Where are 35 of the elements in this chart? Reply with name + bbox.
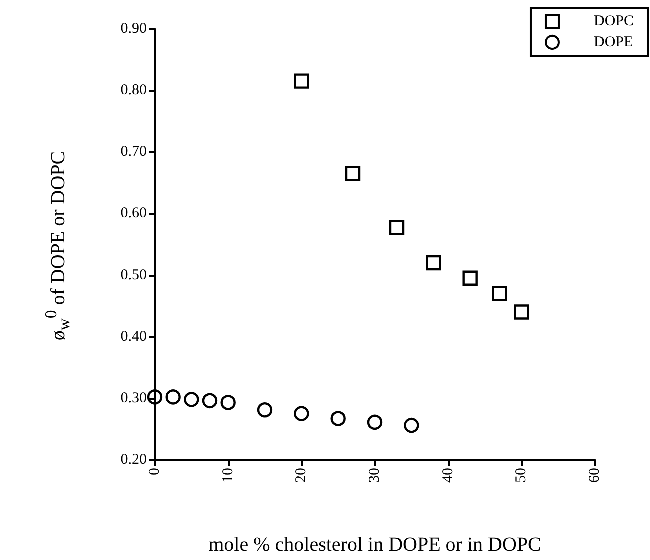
y-tick-label: 0.90 — [120, 21, 147, 37]
y-tick-label: 0.40 — [120, 328, 147, 345]
point — [294, 74, 310, 89]
point — [220, 395, 236, 410]
point — [330, 411, 346, 426]
point — [389, 220, 405, 236]
point — [202, 393, 218, 408]
x-tick-label: 50 — [514, 468, 530, 483]
point — [294, 406, 310, 422]
point — [404, 418, 420, 434]
x-tick-label: 30 — [367, 468, 383, 483]
y-tick-label: 0.60 — [120, 206, 147, 222]
x-tick-label: 20 — [294, 468, 310, 483]
y-tick-label: 0.70 — [120, 144, 147, 160]
x-axis-title: mole % cholesterol in DOPE or in DOPC — [208, 534, 542, 556]
y-tick-label: 0.50 — [120, 267, 147, 284]
point — [166, 390, 181, 405]
point — [462, 270, 478, 286]
x-tick-label: 60 — [587, 468, 603, 483]
point — [345, 166, 361, 182]
point — [257, 402, 273, 418]
x-tick-label: 10 — [220, 468, 236, 483]
x-tick-label: 40 — [440, 468, 456, 483]
y-tick-label: 0.30 — [120, 390, 147, 406]
point — [147, 390, 163, 405]
legend-label: DOPE — [594, 34, 634, 50]
point — [492, 286, 508, 302]
x-tick-label: 0 — [147, 468, 163, 476]
point — [514, 304, 530, 320]
y-tick-label: 0.80 — [120, 82, 147, 99]
y-tick-label: 0.20 — [120, 452, 147, 468]
point — [426, 255, 442, 271]
legend-label: DOPC — [594, 14, 634, 30]
point — [184, 392, 200, 408]
point — [367, 414, 383, 430]
